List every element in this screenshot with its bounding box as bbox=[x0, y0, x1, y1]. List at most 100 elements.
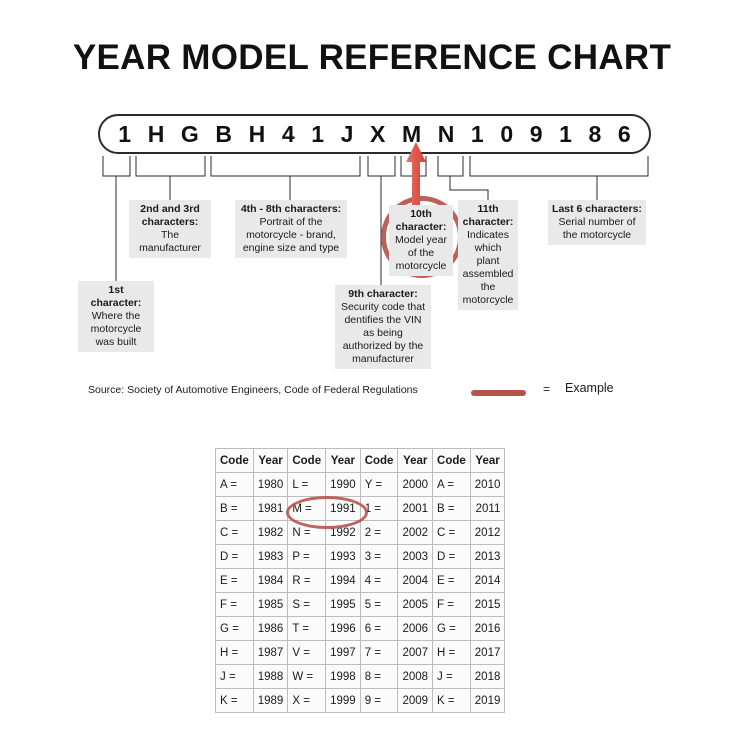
callout-fourth-eighth-characters: 4th - 8th characters: Portrait of the mo… bbox=[235, 200, 347, 258]
code-cell-8-3: V = bbox=[287, 640, 327, 665]
column-header-8: Year bbox=[469, 448, 506, 473]
code-cell-7-5: 6 = bbox=[359, 616, 399, 641]
callout-fourth-eighth-heading: 4th - 8th characters: bbox=[240, 203, 342, 215]
callout-tenth-heading: 10th character: bbox=[395, 208, 447, 233]
callout-second-third-body: The manufacturer bbox=[139, 229, 201, 254]
year-cell-6-2: 1985 bbox=[252, 592, 289, 617]
table-row: D = 1983 P = 1993 3 = 2003 D = 2013 bbox=[215, 544, 506, 569]
code-cell-8-1: H = bbox=[215, 640, 254, 665]
column-header-2: Year bbox=[252, 448, 289, 473]
code-cell-10-3: X = bbox=[287, 688, 327, 713]
code-cell-1-7: A = bbox=[432, 472, 471, 497]
code-cell-6-5: 5 = bbox=[359, 592, 399, 617]
code-cell-9-7: J = bbox=[432, 664, 471, 689]
year-cell-4-8: 2013 bbox=[469, 544, 506, 569]
table-row: B = 1981 M = 1991 1 = 2001 B = 2011 bbox=[215, 496, 506, 521]
vin-character-6: 4 bbox=[281, 120, 295, 147]
callout-tenth-body: Model year of the motorcycle bbox=[395, 234, 447, 272]
column-header-1: Code bbox=[215, 448, 254, 473]
year-code-table-wrap: Code Year Code Year Code Year Code Year A = 1980… bbox=[215, 448, 506, 713]
example-legend-swatch bbox=[471, 390, 526, 396]
vin-character-16: 8 bbox=[588, 120, 602, 147]
code-cell-8-5: 7 = bbox=[359, 640, 399, 665]
callout-eleventh-heading: 11th character: bbox=[462, 203, 514, 228]
code-cell-1-3: L = bbox=[287, 472, 327, 497]
year-cell-1-2: 1980 bbox=[252, 472, 289, 497]
vin-character-5: H bbox=[248, 120, 266, 147]
table-row: E = 1984 R = 1994 4 = 2004 E = 2014 bbox=[215, 568, 506, 593]
year-cell-7-4: 1996 bbox=[325, 616, 361, 641]
code-cell-7-3: T = bbox=[287, 616, 327, 641]
code-cell-9-5: 8 = bbox=[359, 664, 399, 689]
vin-character-4: B bbox=[215, 120, 233, 147]
year-cell-4-4: 1993 bbox=[325, 544, 361, 569]
vin-character-9: X bbox=[370, 120, 386, 147]
callout-first-character-body: Where the motorcycle was built bbox=[90, 310, 142, 348]
code-cell-6-7: F = bbox=[432, 592, 471, 617]
year-cell-8-8: 2017 bbox=[469, 640, 506, 665]
year-cell-3-4: 1992 bbox=[325, 520, 361, 545]
callout-last-six-body: Serial number of the motorcycle bbox=[558, 216, 636, 241]
year-cell-6-4: 1995 bbox=[325, 592, 361, 617]
page-title: YEAR MODEL REFERENCE CHART bbox=[72, 38, 672, 77]
code-cell-5-1: E = bbox=[215, 568, 254, 593]
vin-character-17: 6 bbox=[617, 120, 631, 147]
vin-character-8: J bbox=[340, 120, 354, 147]
code-cell-2-5: 1 = bbox=[359, 496, 399, 521]
callout-second-third-heading: 2nd and 3rd characters: bbox=[140, 203, 200, 228]
code-cell-1-5: Y = bbox=[359, 472, 399, 497]
vin-character-1: 1 bbox=[118, 120, 132, 147]
source-row: Source: Society of Automotive Engineers,… bbox=[88, 381, 688, 402]
callout-fourth-eighth-body: Portrait of the motorcycle - brand, engi… bbox=[242, 216, 340, 254]
year-cell-9-6: 2008 bbox=[397, 664, 434, 689]
year-cell-9-8: 2018 bbox=[469, 664, 506, 689]
code-cell-9-3: W = bbox=[287, 664, 327, 689]
code-cell-8-7: H = bbox=[432, 640, 471, 665]
column-header-7: Code bbox=[432, 448, 471, 473]
table-header-row: Code Year Code Year Code Year Code Year bbox=[215, 448, 506, 473]
code-cell-2-1: B = bbox=[215, 496, 254, 521]
year-cell-10-8: 2019 bbox=[469, 688, 506, 713]
callout-ninth-character: 9th character: Security code that dentif… bbox=[335, 285, 431, 369]
year-cell-6-8: 2015 bbox=[469, 592, 506, 617]
year-cell-2-6: 2001 bbox=[397, 496, 434, 521]
code-cell-3-1: C = bbox=[215, 520, 254, 545]
code-cell-4-1: D = bbox=[215, 544, 254, 569]
code-cell-3-7: C = bbox=[432, 520, 471, 545]
code-cell-3-3: N = bbox=[287, 520, 327, 545]
year-cell-7-6: 2006 bbox=[397, 616, 434, 641]
callout-second-third-characters: 2nd and 3rd characters: The manufacturer bbox=[129, 200, 211, 258]
vin-character-15: 1 bbox=[559, 120, 572, 147]
callout-eleventh-character: 11th character: Indicates which plant as… bbox=[458, 200, 518, 310]
model-year-arrow-icon bbox=[406, 142, 426, 222]
code-cell-10-1: K = bbox=[215, 688, 254, 713]
legend-equals-sign: = bbox=[543, 382, 551, 396]
year-cell-1-8: 2010 bbox=[469, 472, 506, 497]
year-cell-2-2: 1981 bbox=[252, 496, 289, 521]
callout-tenth-character: 10th character: Model year of the motorc… bbox=[389, 205, 453, 276]
legend-example-label: Example bbox=[565, 381, 614, 395]
callout-eleventh-body: Indicates which plant assembled the moto… bbox=[462, 229, 514, 306]
code-cell-10-7: K = bbox=[432, 688, 471, 713]
code-cell-4-3: P = bbox=[287, 544, 327, 569]
table-row: H = 1987 V = 1997 7 = 2007 H = 2017 bbox=[215, 640, 506, 665]
code-cell-6-1: F = bbox=[215, 592, 254, 617]
callout-ninth-body: Security code that dentifies the VIN as … bbox=[340, 301, 426, 365]
year-cell-1-6: 2000 bbox=[397, 472, 434, 497]
code-cell-4-5: 3 = bbox=[359, 544, 399, 569]
code-cell-5-3: R = bbox=[287, 568, 327, 593]
vin-character-12: 1 bbox=[470, 120, 484, 147]
callout-last-six-heading: Last 6 characters: bbox=[552, 203, 642, 215]
column-header-4: Year bbox=[325, 448, 361, 473]
code-cell-6-3: S = bbox=[287, 592, 327, 617]
year-code-table-body: A = 1980 L = 1990 Y = 2000 A = 2010 B = 1981 M = 19… bbox=[215, 472, 506, 713]
code-cell-9-1: J = bbox=[215, 664, 254, 689]
column-header-3: Code bbox=[287, 448, 327, 473]
year-cell-3-6: 2002 bbox=[397, 520, 434, 545]
year-cell-9-2: 1988 bbox=[252, 664, 289, 689]
code-cell-10-5: 9 = bbox=[359, 688, 399, 713]
year-cell-5-4: 1994 bbox=[325, 568, 361, 593]
code-cell-5-5: 4 = bbox=[359, 568, 399, 593]
year-cell-4-2: 1983 bbox=[252, 544, 289, 569]
table-row: F = 1985 S = 1995 5 = 2005 F = 2015 bbox=[215, 592, 506, 617]
